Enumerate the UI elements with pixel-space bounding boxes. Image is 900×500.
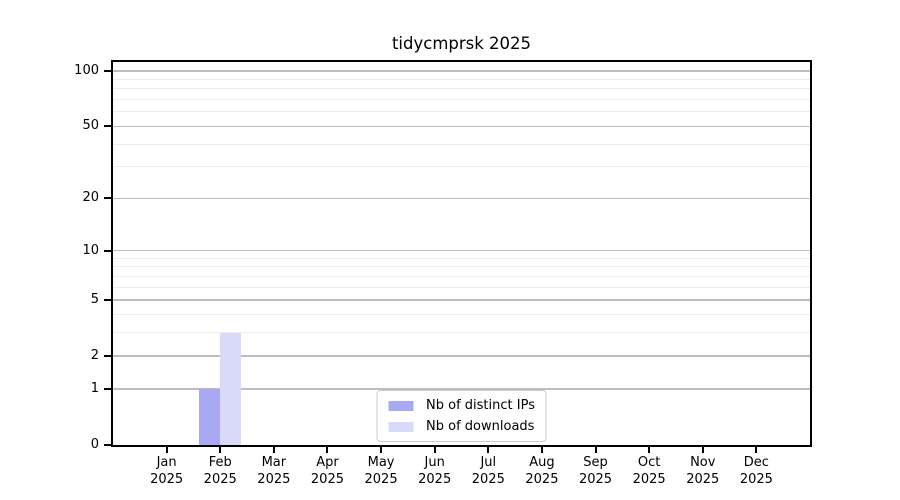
y-tick-label: 2 xyxy=(90,347,99,363)
legend-swatch xyxy=(388,421,414,432)
x-tick-year: 2025 xyxy=(578,472,613,487)
x-tick xyxy=(648,447,651,453)
y-gridline-major xyxy=(113,355,810,357)
x-tick-year: 2025 xyxy=(632,472,666,487)
y-tick-label: 10 xyxy=(82,242,99,258)
y-gridline-minor xyxy=(113,314,810,316)
x-tick xyxy=(433,447,436,453)
plot-area: 0 1 2 5 10 20 50 100 Jan 2025 Feb 2025 Mar 2025 Apr 202… xyxy=(74,60,812,487)
x-tick-month: Nov xyxy=(690,455,716,470)
legend-label: Nb of downloads xyxy=(426,419,535,434)
x-tick xyxy=(487,447,490,453)
x-tick-month: Jun xyxy=(424,455,445,470)
x-tick-label: Aug 2025 xyxy=(510,454,574,488)
y-gridline-minor xyxy=(113,111,810,113)
y-tick-label: 100 xyxy=(74,63,99,79)
y-gridline-minor xyxy=(113,257,810,259)
x-tick-label: Sep 2025 xyxy=(564,454,628,488)
y-tick-label: 0 xyxy=(90,437,99,452)
legend: Nb of distinct IPs Nb of downloads xyxy=(376,390,547,442)
x-tick xyxy=(755,447,758,453)
x-tick-label: Oct 2025 xyxy=(617,454,681,488)
x-tick-month: Jan xyxy=(156,455,177,470)
legend-swatch xyxy=(388,400,414,411)
legend-item: Nb of downloads xyxy=(388,419,535,434)
x-tick-year: 2025 xyxy=(739,472,773,487)
x-tick xyxy=(540,447,543,453)
y-gridline-major xyxy=(113,299,810,301)
x-tick-year: 2025 xyxy=(525,472,559,487)
y-gridline-minor xyxy=(113,88,810,90)
y-tick xyxy=(104,387,111,390)
x-tick-year: 2025 xyxy=(418,472,452,487)
legend-label: Nb of distinct IPs xyxy=(426,398,535,413)
y-gridline-minor xyxy=(113,166,810,168)
x-tick xyxy=(272,447,275,453)
x-tick xyxy=(165,447,168,453)
x-tick xyxy=(219,447,222,453)
y-gridline-minor xyxy=(113,79,810,81)
y-gridline-minor xyxy=(113,143,810,145)
x-tick-month: Aug xyxy=(529,455,555,470)
x-tick xyxy=(326,447,329,453)
y-tick-label: 5 xyxy=(90,291,99,307)
y-tick xyxy=(104,249,111,252)
x-tick-month: Apr xyxy=(316,455,339,470)
x-tick-month: Jul xyxy=(480,455,497,470)
x-tick-label: Jan 2025 xyxy=(135,454,199,488)
chart-title: tidycmprsk 2025 xyxy=(391,34,532,53)
y-tick xyxy=(104,354,111,357)
y-gridline-major xyxy=(113,125,810,128)
y-gridline-major xyxy=(113,249,810,252)
y-tick xyxy=(104,444,111,446)
y-gridline-minor xyxy=(113,276,810,278)
x-tick-year: 2025 xyxy=(686,472,720,487)
y-gridline-minor xyxy=(113,266,810,268)
x-tick-label: Apr 2025 xyxy=(295,454,359,488)
x-tick-label: Jul 2025 xyxy=(456,454,520,488)
y-gridline-minor xyxy=(113,286,810,288)
x-tick-year: 2025 xyxy=(471,472,505,487)
x-tick-year: 2025 xyxy=(150,472,184,487)
x-tick-month: Mar xyxy=(261,455,287,470)
x-tick-year: 2025 xyxy=(310,472,344,487)
x-tick-year: 2025 xyxy=(203,472,237,487)
x-tick-year: 2025 xyxy=(364,472,398,487)
y-tick xyxy=(104,298,111,301)
y-tick xyxy=(104,197,111,200)
y-tick xyxy=(104,125,111,128)
x-tick-label: Feb 2025 xyxy=(188,454,252,488)
x-tick xyxy=(380,447,383,453)
x-tick-label: Jun 2025 xyxy=(403,454,467,488)
y-tick-label: 1 xyxy=(90,380,99,396)
y-gridline-major xyxy=(113,197,810,200)
bar-distinct-ips xyxy=(199,388,221,445)
x-tick-month: Oct xyxy=(637,455,661,470)
x-tick-month: Sep xyxy=(583,455,608,470)
y-gridline-minor xyxy=(113,99,810,101)
y-tick xyxy=(104,70,111,73)
x-tick-label: Nov 2025 xyxy=(671,454,735,488)
bar-downloads xyxy=(220,332,242,445)
y-tick-label: 50 xyxy=(82,118,99,134)
y-tick-label: 20 xyxy=(82,190,99,206)
x-tick-year: 2025 xyxy=(257,472,291,487)
x-tick-month: May xyxy=(367,455,395,470)
x-tick-label: May 2025 xyxy=(349,454,413,488)
x-tick-month: Dec xyxy=(743,455,769,470)
legend-item: Nb of distinct IPs xyxy=(388,398,535,413)
y-gridline-major xyxy=(113,70,810,72)
x-tick xyxy=(594,447,597,453)
y-gridline-major xyxy=(113,388,810,390)
x-tick-label: Dec 2025 xyxy=(724,454,788,488)
x-tick-label: Mar 2025 xyxy=(242,454,306,488)
x-tick-month: Feb xyxy=(208,455,232,470)
x-tick xyxy=(701,447,704,453)
y-gridline-minor xyxy=(113,332,810,334)
